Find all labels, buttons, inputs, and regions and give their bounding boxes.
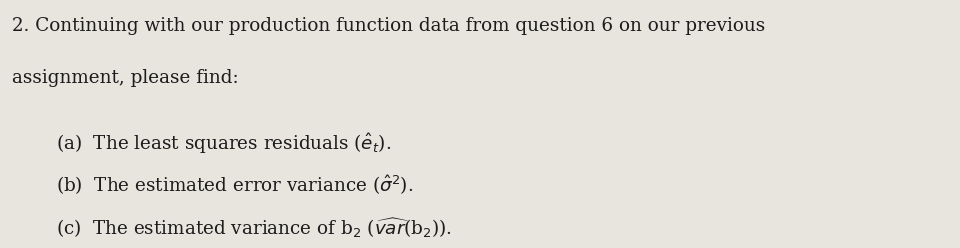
Text: assignment, please find:: assignment, please find:: [12, 69, 239, 88]
Text: (a)  The least squares residuals ($\hat{e}_t$).: (a) The least squares residuals ($\hat{e…: [56, 131, 391, 156]
Text: (b)  The estimated error variance ($\hat{\sigma}^2$).: (b) The estimated error variance ($\hat{…: [56, 174, 413, 197]
Text: (c)  The estimated variance of b$_2$ ($\widehat{var}$(b$_2$)).: (c) The estimated variance of b$_2$ ($\w…: [56, 216, 451, 240]
Text: 2. Continuing with our production function data from question 6 on our previous: 2. Continuing with our production functi…: [12, 17, 766, 35]
